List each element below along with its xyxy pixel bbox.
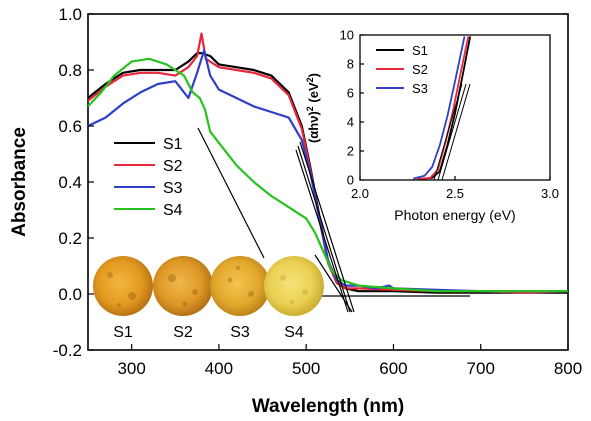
inset-y-tick-label: 2 [347, 144, 354, 159]
main-x-tick-label: 800 [554, 359, 582, 378]
main-legend: S1 S2 S3 S4 [114, 136, 183, 219]
sample-photo-s4 [264, 256, 324, 316]
legend-label-s3: S3 [163, 180, 183, 197]
photo-label-s4: S4 [284, 324, 304, 341]
inset-legend-label-s3: S3 [412, 81, 428, 96]
main-y-tick-label: 0.8 [58, 61, 82, 80]
main-x-tick-label: 700 [467, 359, 495, 378]
inset-x-tick-label: 2.0 [351, 186, 369, 201]
legend-label-s4: S4 [163, 202, 183, 219]
sample-photo-s2 [153, 256, 213, 316]
photo-texture-s4 [280, 275, 308, 304]
tangent-line-s1 [299, 141, 355, 313]
main-y-tick-label: 0.0 [58, 285, 82, 304]
inset-y-label-end: ) [306, 73, 321, 77]
main-x-axis-label: Wavelength (nm) [252, 396, 404, 417]
photo-label-s2: S2 [173, 324, 193, 341]
main-y-tick-label: -0.2 [53, 341, 82, 360]
main-y-tick-label: 0.2 [58, 229, 82, 248]
tangent-line-s2 [297, 145, 351, 313]
sample-photos: S1 S2 S3 S4 [93, 256, 324, 341]
legend-label-s1: S1 [163, 136, 183, 153]
inset-axis-ticks: 2.0 2.5 3.0 0 2 4 6 8 10 [340, 28, 560, 201]
inset-y-label-exp1: 2 [305, 106, 315, 111]
main-x-tick-label: 600 [379, 359, 407, 378]
inset-tangent-s3 [433, 83, 463, 181]
inset-legend-label-s2: S2 [412, 62, 428, 77]
inset-y-tick-label: 6 [347, 86, 354, 101]
main-series-group [87, 32, 569, 294]
main-series-line-s3 [87, 49, 568, 293]
main-absorbance-chart: 300 400 500 600 700 800 -0.2 0.0 0.2 0.4 0.6 0.8 1.0… [9, 5, 582, 417]
inset-tangent-s2 [437, 83, 467, 181]
inset-y-tick-label: 0 [347, 173, 354, 188]
main-y-axis-label: Absorbance [9, 127, 30, 237]
inset-legend-label-s1: S1 [412, 43, 428, 58]
tangent-line-s3 [295, 149, 349, 313]
sample-photo-s1 [93, 256, 153, 316]
photo-texture [107, 266, 254, 307]
main-x-tick-label: 500 [292, 359, 320, 378]
inset-y-tick-label: 10 [340, 28, 354, 43]
main-y-tick-label: 1.0 [58, 5, 82, 24]
inset-y-label-mid: (eV [306, 82, 321, 106]
inset-series-line-s1 [416, 36, 472, 181]
main-x-tick-label: 400 [205, 359, 233, 378]
inset-y-tick-label: 8 [347, 57, 354, 72]
inset-series-line-s3 [412, 36, 466, 180]
inset-y-label-exp2: 2 [305, 77, 315, 82]
legend-label-s2: S2 [163, 158, 183, 175]
main-axis-ticks: 300 400 500 600 700 800 -0.2 0.0 0.2 0.4 0.6 0.8 1.0 [53, 5, 582, 378]
photo-label-s1: S1 [113, 324, 133, 341]
tangent-lines [197, 127, 470, 313]
inset-x-tick-label: 3.0 [541, 186, 559, 201]
main-y-tick-label: 0.6 [58, 117, 82, 136]
inset-x-tick-label: 2.5 [446, 186, 464, 201]
inset-y-label-base: (αhν) [306, 111, 321, 143]
inset-y-tick-label: 4 [347, 115, 354, 130]
pointer-line [197, 127, 265, 259]
inset-tauc-chart: 2.0 2.5 3.0 0 2 4 6 8 10 Photon energy (eV) (αhν… [305, 28, 559, 223]
inset-tangent-lines [433, 83, 471, 181]
main-series-line-s1 [87, 52, 568, 294]
main-series-line-s2 [87, 32, 569, 294]
main-series-line-s4 [87, 57, 568, 293]
main-y-tick-label: 0.4 [58, 173, 82, 192]
inset-legend: S1 S2 S3 [376, 43, 428, 96]
inset-tangent-s1 [441, 83, 471, 181]
tangent-line-s4 [314, 254, 353, 313]
main-x-tick-label: 300 [117, 359, 145, 378]
inset-x-axis-label: Photon energy (eV) [394, 207, 515, 223]
inset-y-axis-label: (αhν)2 (eV2) [305, 73, 321, 143]
sample-photo-s3 [210, 256, 270, 316]
photo-label-s3: S3 [230, 324, 250, 341]
